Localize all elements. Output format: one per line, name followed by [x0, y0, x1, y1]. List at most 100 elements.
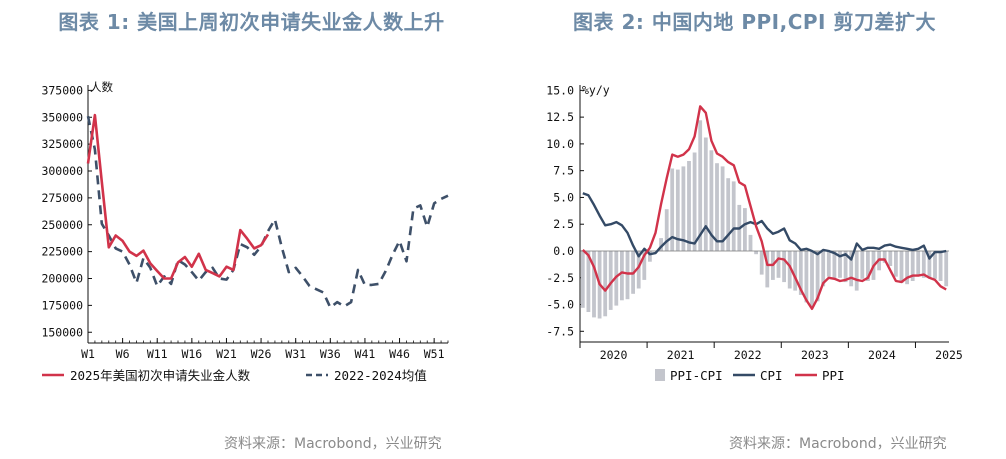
- bar: [692, 152, 697, 251]
- bar: [927, 251, 932, 278]
- series-line: [582, 192, 947, 261]
- bar: [664, 209, 669, 251]
- y-tick-label: 12.5: [546, 110, 574, 124]
- legend-label: 2025年美国初次申请失业金人数: [70, 368, 251, 383]
- bar: [894, 251, 898, 277]
- x-tick-label: W51: [424, 347, 445, 361]
- x-tick-label: 2020: [600, 348, 628, 362]
- bar: [933, 251, 937, 279]
- bar: [715, 163, 719, 251]
- y-tick-label: -2.5: [546, 271, 574, 285]
- chart-panel-ppi-cpi: 图表 2: 中国内地 PPI,CPI 剪刀差扩大 -7.5 -5.0 -2.5 0.0…: [503, 0, 1006, 459]
- x-tick-label: W46: [389, 347, 410, 361]
- chart-panel-jobless-claims: 图表 1: 美国上周初次申请失业金人数上升 150000 175000 200000…: [41, 10, 449, 452]
- bar: [905, 251, 909, 285]
- legend-label: PPI-CPI: [670, 368, 723, 383]
- bar: [709, 150, 714, 251]
- bar: [703, 137, 708, 251]
- bar: [731, 181, 736, 251]
- bar: [659, 238, 663, 251]
- bar: [793, 251, 798, 291]
- bar: [854, 251, 859, 291]
- bar: [586, 251, 591, 312]
- bar: [648, 251, 652, 262]
- y-tick-label: 225000: [41, 245, 83, 259]
- bar: [921, 251, 926, 278]
- x-tick-label: W31: [285, 347, 306, 361]
- y-tick-label: 275000: [41, 191, 83, 205]
- y-tick-label: 7.5: [553, 164, 574, 178]
- legend-swatch: [655, 369, 665, 381]
- bar: [832, 251, 837, 279]
- bar: [748, 234, 753, 251]
- y-tick-label: -5.0: [546, 298, 574, 312]
- bar: [580, 251, 585, 308]
- bar: [776, 251, 781, 278]
- x-tick-label: W21: [216, 347, 237, 361]
- x-tick-label: W36: [320, 347, 341, 361]
- bar: [826, 251, 831, 277]
- x-tick-label: 2025: [935, 348, 963, 362]
- bar: [681, 166, 686, 251]
- bar: [821, 251, 826, 287]
- x-tick-label: 2021: [667, 348, 695, 362]
- y-tick-label: 350000: [41, 110, 83, 124]
- x-tick-label: W11: [147, 347, 168, 361]
- bar: [698, 120, 703, 251]
- bar: [910, 251, 915, 281]
- bar: [899, 251, 904, 284]
- chart-source: 资料来源：Macrobond，兴业研究: [224, 436, 442, 452]
- bar: [687, 161, 691, 251]
- series-line: [86, 115, 449, 309]
- bar: [670, 168, 675, 251]
- chart-source: 资料来源：Macrobond，兴业研究: [729, 436, 947, 452]
- series-line: [86, 113, 270, 280]
- y-tick-label: -7.5: [546, 324, 574, 338]
- y-tick-label: 250000: [41, 218, 83, 232]
- bar: [603, 251, 608, 317]
- bar: [798, 251, 803, 295]
- y-tick-label: 2.5: [553, 217, 574, 231]
- bar: [765, 251, 770, 288]
- x-tick-label: W41: [355, 347, 376, 361]
- bar: [838, 251, 842, 278]
- bar: [866, 251, 870, 281]
- bar: [815, 251, 820, 302]
- y-tick-label: 300000: [41, 164, 83, 178]
- bar: [636, 251, 641, 289]
- bar: [620, 251, 624, 301]
- x-tick-label: W16: [181, 347, 202, 361]
- bar: [938, 251, 943, 281]
- legend-label: CPI: [760, 368, 783, 383]
- legend-label: 2022-2024均值: [334, 368, 427, 383]
- bar: [849, 251, 854, 287]
- bar: [843, 251, 848, 283]
- bar: [860, 251, 865, 279]
- bar-line-chart-ppi-cpi: -7.5 -5.0 -2.5 0.0 2.5 5.0 7.5 10.0 12.5 15.0 %y/y…: [546, 83, 963, 383]
- line-chart-jobless-claims: 150000 175000 200000 225000 250000 275000 3000…: [41, 80, 449, 383]
- y-axis-label: 人数: [90, 80, 113, 94]
- chart-title: 图表 2: 中国内地 PPI,CPI 剪刀差扩大: [573, 10, 936, 34]
- x-tick-label: W6: [116, 347, 130, 361]
- bar: [642, 251, 647, 280]
- bar: [754, 251, 758, 255]
- bar: [888, 251, 893, 266]
- bar: [743, 208, 747, 251]
- y-tick-label: 325000: [41, 137, 83, 151]
- y-tick-label: 150000: [41, 325, 83, 339]
- x-tick-label: 2024: [868, 348, 896, 362]
- series-line: [581, 105, 947, 310]
- bar: [782, 251, 786, 283]
- y-axis-label: %y/y: [582, 83, 610, 97]
- y-tick-label: 175000: [41, 298, 83, 312]
- y-tick-label: 15.0: [546, 83, 574, 97]
- x-tick-label: 2022: [734, 348, 762, 362]
- x-tick-label: W26: [251, 347, 272, 361]
- y-tick-label: 200000: [41, 272, 83, 286]
- chart-title: 图表 1: 美国上周初次申请失业金人数上升: [58, 10, 445, 34]
- bar: [787, 251, 792, 289]
- bar: [759, 251, 764, 275]
- y-tick-label: 10.0: [546, 137, 574, 151]
- bar: [625, 251, 630, 300]
- bar: [592, 251, 596, 318]
